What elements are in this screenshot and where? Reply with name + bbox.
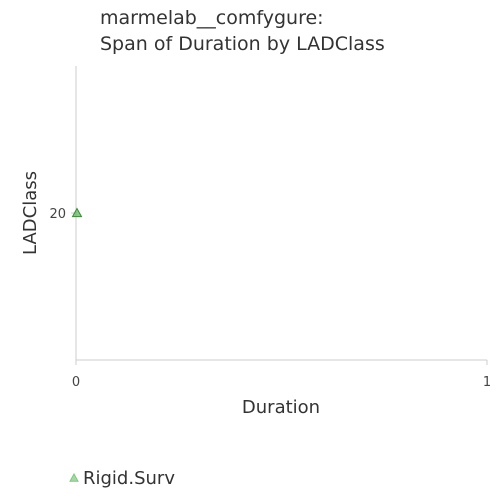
data-point bbox=[71, 207, 83, 218]
legend: Rigid.Surv bbox=[69, 468, 175, 489]
x-axis-title: Duration bbox=[242, 397, 320, 418]
legend-marker bbox=[69, 472, 79, 482]
plot-points bbox=[71, 207, 83, 218]
y-tick-label: 20 bbox=[49, 207, 66, 222]
x-tick-label: 0 bbox=[72, 375, 80, 390]
chart-title-line-2: Span of Duration by LADClass bbox=[100, 33, 385, 55]
chart-title-line-1: marmelab__comfygure: bbox=[100, 7, 324, 29]
x-tick-label: 1 bbox=[483, 375, 491, 390]
chart-title: marmelab__comfygure: Span of Duration by… bbox=[100, 7, 385, 55]
y-axis-title: LADClass bbox=[20, 171, 41, 255]
legend-label: Rigid.Surv bbox=[83, 468, 175, 489]
y-axis-ticks: 20 bbox=[49, 207, 76, 222]
